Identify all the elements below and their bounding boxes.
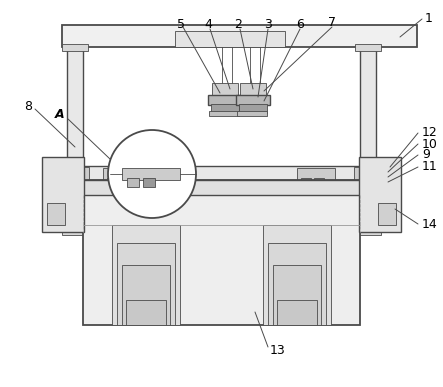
Text: 6: 6 <box>296 19 304 31</box>
Bar <box>62 25 417 47</box>
Bar <box>75 180 368 195</box>
Bar <box>268 243 326 325</box>
Bar <box>62 227 88 235</box>
Bar <box>273 265 321 325</box>
Bar <box>297 168 335 180</box>
Text: 7: 7 <box>328 17 336 29</box>
Text: 1: 1 <box>425 12 433 26</box>
Bar <box>237 111 267 116</box>
Text: 5: 5 <box>177 17 185 31</box>
Bar <box>378 203 396 225</box>
Bar <box>117 243 175 325</box>
Text: A: A <box>55 108 65 122</box>
Bar <box>79 167 89 187</box>
Bar <box>355 227 381 235</box>
Bar <box>359 157 401 232</box>
Text: 4: 4 <box>204 19 212 31</box>
Text: 8: 8 <box>24 101 32 113</box>
Bar <box>62 44 88 51</box>
Bar <box>42 157 84 232</box>
Bar <box>47 203 65 225</box>
Bar <box>127 178 139 187</box>
Text: 11: 11 <box>422 161 438 173</box>
Bar <box>236 95 270 105</box>
Bar <box>208 95 242 105</box>
Bar <box>354 167 364 187</box>
Text: 13: 13 <box>270 344 286 356</box>
Bar <box>83 166 360 180</box>
Circle shape <box>108 130 196 218</box>
Bar <box>143 178 155 187</box>
Text: 10: 10 <box>422 137 438 151</box>
Bar <box>360 47 376 229</box>
Bar <box>112 225 180 325</box>
Bar <box>53 164 83 190</box>
Bar <box>122 265 170 325</box>
Bar <box>314 178 324 187</box>
Bar <box>277 300 317 325</box>
Bar <box>368 175 384 183</box>
Text: 2: 2 <box>234 19 242 31</box>
Bar <box>175 31 285 47</box>
Bar <box>59 175 75 183</box>
Bar <box>83 180 360 325</box>
Bar <box>126 300 166 325</box>
Text: 14: 14 <box>422 219 438 231</box>
Bar <box>299 185 329 192</box>
Bar <box>103 168 141 180</box>
Bar <box>209 111 239 116</box>
Bar <box>211 104 239 113</box>
Bar <box>120 178 130 187</box>
Bar <box>212 83 238 97</box>
Bar <box>240 83 266 97</box>
Text: 3: 3 <box>264 19 272 31</box>
Bar <box>239 104 267 113</box>
Text: 12: 12 <box>422 127 438 139</box>
Bar <box>122 168 180 180</box>
Bar <box>301 178 311 187</box>
Bar <box>107 178 117 187</box>
Bar <box>263 225 331 325</box>
Bar <box>355 44 381 51</box>
Text: 9: 9 <box>422 149 430 161</box>
Bar <box>360 164 390 190</box>
Bar <box>67 47 83 229</box>
Bar <box>105 185 135 192</box>
